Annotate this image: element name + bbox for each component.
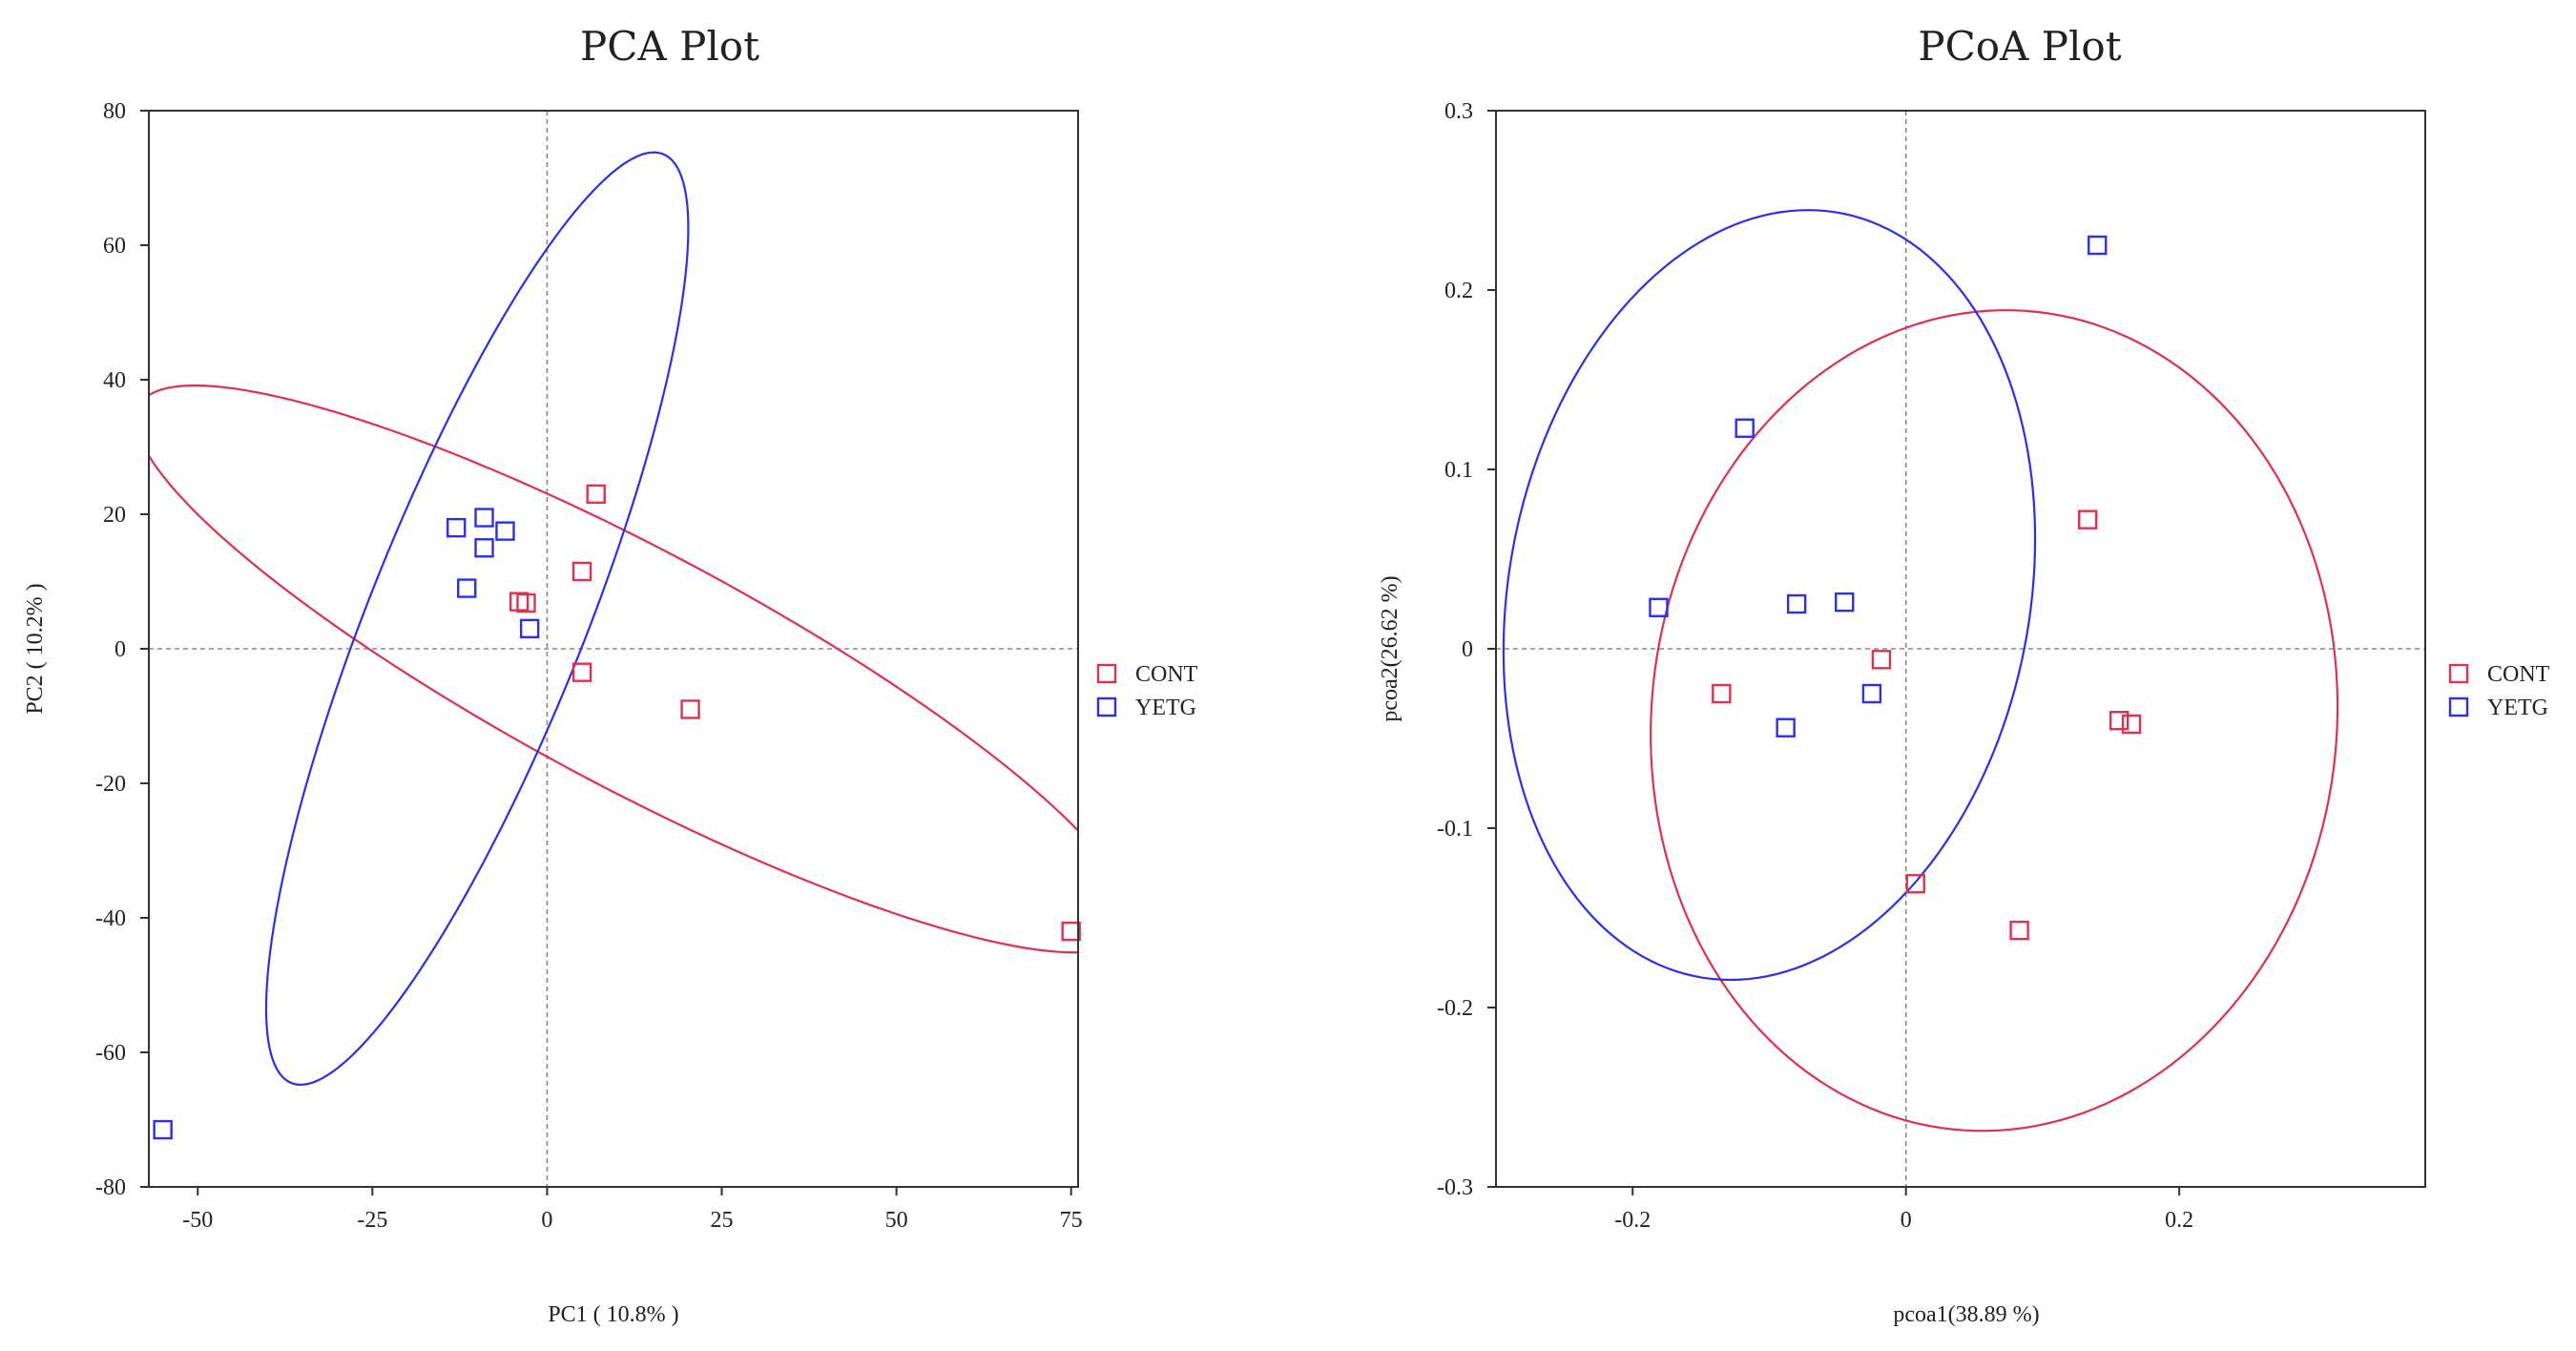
- ellipse-yetg: [264, 151, 690, 1086]
- y-tick-label: 0.3: [1444, 99, 1473, 124]
- point-cont: [571, 561, 592, 582]
- point-yetg: [1786, 593, 1807, 614]
- point-yetg: [1835, 592, 1855, 613]
- ellipse-yetg: [1502, 209, 2037, 982]
- y-tick-label: -60: [95, 1041, 126, 1066]
- point-cont: [571, 662, 592, 682]
- point-cont: [2078, 509, 2098, 530]
- point-yetg: [1776, 717, 1796, 738]
- y-tick-label: -40: [95, 906, 126, 931]
- point-yetg: [447, 517, 467, 538]
- point-cont: [2009, 920, 2029, 941]
- ellipse-cont: [1650, 309, 2339, 1133]
- point-cont: [1712, 683, 1732, 704]
- y-tick-label: -20: [95, 772, 126, 797]
- point-cont: [2121, 714, 2142, 735]
- legend-label-cont: CONT: [1135, 662, 1198, 687]
- pca-panel: PCA Plot -50 -25 0 25 50 75 -80 -60 -40 -20 0 20 40…: [23, 23, 1198, 1327]
- point-yetg: [1735, 418, 1755, 438]
- x-tick-label: -25: [357, 1208, 387, 1233]
- data-points: [1649, 235, 2142, 941]
- point-cont: [680, 699, 700, 719]
- point-cont: [586, 484, 606, 505]
- point-yetg: [474, 538, 494, 558]
- point-yetg: [2088, 235, 2108, 256]
- x-tick-label: -0.2: [1614, 1208, 1651, 1233]
- x-axis-label: PC1 ( 10.8% ): [548, 1302, 678, 1327]
- confidence-ellipses: [149, 151, 1078, 1086]
- point-yetg: [474, 508, 494, 528]
- y-tick-label: 0: [1462, 637, 1473, 662]
- point-cont: [1871, 650, 1892, 670]
- point-yetg: [519, 618, 540, 639]
- y-tick-label: -0.2: [1437, 996, 1473, 1021]
- point-cont: [2109, 711, 2129, 731]
- legend-label-cont: CONT: [2487, 662, 2550, 687]
- x-axis-label: pcoa1(38.89 %): [1893, 1302, 2039, 1327]
- zero-guides: [149, 111, 1078, 1187]
- legend-label-yetg: YETG: [2487, 696, 2548, 720]
- zero-guides: [1496, 111, 2425, 1187]
- x-tick-label: 50: [885, 1208, 908, 1233]
- chart-title: PCA Plot: [580, 23, 759, 70]
- legend: CONT YETG: [2448, 662, 2550, 720]
- y-tick-label: -80: [95, 1175, 126, 1200]
- y-axis-label: PC2 ( 10.2% ): [23, 583, 48, 714]
- y-tick-label: 0.1: [1444, 458, 1473, 483]
- x-tick-label: 0.2: [2165, 1208, 2193, 1233]
- confidence-ellipses: [1502, 209, 2339, 1133]
- y-tick-label: 0.2: [1444, 279, 1473, 303]
- point-yetg: [1649, 597, 1669, 617]
- legend-label-yetg: YETG: [1135, 696, 1196, 720]
- x-tick-label: 75: [1060, 1208, 1083, 1233]
- point-yetg: [457, 578, 477, 598]
- point-cont: [1061, 921, 1081, 942]
- point-cont: [509, 592, 530, 612]
- ellipse-cont: [149, 384, 1078, 954]
- pcoa-panel: PCoA Plot -0.2 0 0.2 -0.3 -0.2 -0.1 0 0.1 0.2 0.…: [1378, 23, 2550, 1327]
- legend-marker-yetg: [2448, 696, 2469, 717]
- x-tick-label: 25: [711, 1208, 734, 1233]
- point-yetg: [153, 1119, 173, 1140]
- x-axis-ticks: -0.2 0 0.2: [1614, 1187, 2193, 1233]
- x-axis-ticks: -50 -25 0 25 50 75: [182, 1187, 1083, 1233]
- legend: CONT YETG: [1096, 662, 1198, 720]
- y-tick-label: 60: [103, 234, 126, 259]
- x-tick-label: 0: [1901, 1208, 1912, 1233]
- chart-title: PCoA Plot: [1918, 23, 2121, 70]
- y-tick-label: -0.1: [1437, 817, 1473, 842]
- point-yetg: [495, 521, 515, 541]
- data-points: [153, 484, 1081, 1140]
- y-tick-label: 0: [114, 637, 126, 662]
- y-tick-label: -0.3: [1437, 1175, 1473, 1200]
- y-axis-label: pcoa2(26.62 %): [1378, 575, 1402, 721]
- y-axis-ticks: -80 -60 -40 -20 0 20 40 60 80: [95, 99, 149, 1200]
- y-axis-ticks: -0.3 -0.2 -0.1 0 0.1 0.2 0.3: [1437, 99, 1496, 1200]
- legend-marker-yetg: [1096, 696, 1117, 717]
- legend-marker-cont: [2448, 663, 2469, 684]
- x-tick-label: -50: [182, 1208, 213, 1233]
- point-yetg: [1861, 683, 1882, 704]
- x-tick-label: 0: [541, 1208, 552, 1233]
- point-cont: [1905, 874, 1925, 894]
- y-tick-label: 40: [103, 368, 126, 393]
- y-tick-label: 80: [103, 99, 126, 124]
- point-cont: [516, 592, 536, 613]
- y-tick-label: 20: [103, 503, 126, 528]
- legend-marker-cont: [1096, 663, 1117, 684]
